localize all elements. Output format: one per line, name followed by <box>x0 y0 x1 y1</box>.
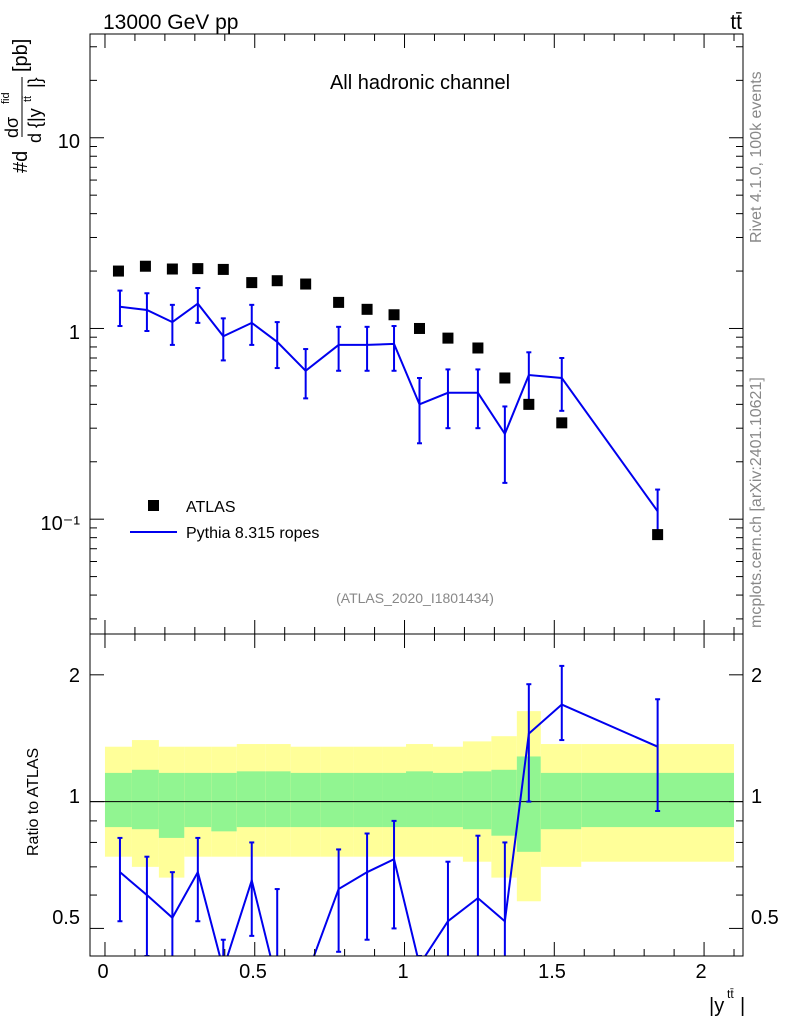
ratio-ytick-label-right-2: 2 <box>751 665 762 687</box>
ratio-ytick-labels-left: 0.5 1 2 <box>52 665 80 929</box>
ratio-uncertainty-bands <box>104 711 735 902</box>
main-ylabel-numerator-sup: fid <box>0 92 12 104</box>
ratio-band-green <box>462 771 492 830</box>
ratio-band-green <box>131 769 159 830</box>
ratio-band-green <box>540 772 582 830</box>
x-axis-label-base: |y <box>709 995 724 1017</box>
analysis-annotation: (ATLAS_2020_I1801434) <box>336 590 494 606</box>
ratio-band-green <box>432 772 463 828</box>
ratio-xtick-labels: 0 0.5 1 1.5 2 <box>97 961 706 983</box>
ratio-band-green <box>406 771 433 828</box>
atlas-point <box>300 278 312 290</box>
atlas-series <box>112 260 664 541</box>
xtick-label-3: 1.5 <box>538 961 566 983</box>
ratio-ytick-label-right-1: 1 <box>751 786 762 808</box>
ratio-ytick-labels-right: 0.5 1 2 <box>751 665 779 929</box>
main-ylabel-denominator-sup: tt̄ <box>22 96 34 102</box>
ratio-band-green <box>265 771 291 828</box>
ratio-ytick-label-1: 1 <box>69 786 80 808</box>
xtick-label-1: 0.5 <box>239 961 267 983</box>
ratio-band-green <box>236 771 266 828</box>
ratio-plot: 0.5 1 2 0.5 1 2 0 0.5 1 1.5 2 Ratio to A… <box>25 633 779 1017</box>
ratio-band-green <box>184 772 212 828</box>
atlas-point <box>388 309 400 321</box>
atlas-point <box>217 263 229 275</box>
x-axis-label: |y tt̄ | <box>709 987 745 1017</box>
legend-pythia-label: Pythia 8.315 ropes <box>186 525 319 542</box>
atlas-point <box>523 398 535 410</box>
atlas-point <box>139 260 151 272</box>
main-ylabel-denominator: d {|y <box>25 108 45 143</box>
ratio-line <box>119 703 659 956</box>
atlas-point <box>652 529 664 541</box>
ratio-series <box>117 664 661 956</box>
atlas-point <box>271 275 283 287</box>
ratio-band-green <box>382 772 407 828</box>
atlas-point <box>442 332 454 344</box>
xtick-label-0: 0 <box>97 961 108 983</box>
atlas-point <box>499 372 511 384</box>
ratio-series-clipped <box>117 664 661 956</box>
atlas-point <box>556 417 568 429</box>
main-ylabel-prefix: #d <box>10 151 32 173</box>
rivet-version-label: Rivet 4.1.0, 100k events <box>748 71 765 243</box>
atlas-point <box>112 265 124 277</box>
ratio-band-green <box>491 769 517 836</box>
main-ytick-label-1: 1 <box>69 322 80 344</box>
legend-atlas-marker <box>148 500 159 511</box>
main-plot-ticks <box>90 34 743 634</box>
main-ytick-label-2: 10 <box>58 131 80 153</box>
legend: ATLAS Pythia 8.315 ropes <box>130 499 319 542</box>
ratio-plot-frame <box>89 633 744 957</box>
atlas-point <box>472 342 484 354</box>
atlas-point <box>361 303 373 315</box>
main-ylabel-denominator-close: |} <box>25 77 45 88</box>
ratio-band-green <box>353 772 383 828</box>
ratio-ytick-label-right-0: 0.5 <box>751 907 779 929</box>
main-ytick-label-0: 10⁻¹ <box>41 513 81 535</box>
ratio-plot-ticks <box>90 634 743 956</box>
legend-atlas-label: ATLAS <box>186 499 236 516</box>
atlas-point <box>166 263 178 275</box>
ratio-ytick-label-0: 0.5 <box>52 907 80 929</box>
ratio-band-green <box>320 772 354 828</box>
main-ylabel-unit: [pb] <box>10 39 32 72</box>
ratio-ylabel: Ratio to ATLAS <box>25 748 42 856</box>
header-energy-label: 13000 GeV pp <box>103 11 238 34</box>
atlas-point <box>246 277 258 289</box>
ratio-band-green <box>211 772 237 832</box>
main-ylabel: #d dσ fid d {|y tt̄ |} [pb] <box>0 39 45 173</box>
atlas-point <box>192 263 204 275</box>
main-plot-frame <box>89 33 744 635</box>
mcplots-label: mcplots.cern.ch [arXiv:2401.10621] <box>748 377 765 628</box>
pythia-line <box>119 302 659 512</box>
ratio-ytick-label-2: 2 <box>69 665 80 687</box>
ratio-band-green <box>290 772 321 828</box>
main-plot: 10⁻¹ 1 10 All hadronic channel (ATLAS_20… <box>0 33 744 635</box>
main-ylabel-numerator: dσ <box>2 117 22 138</box>
atlas-point <box>333 296 345 308</box>
atlas-point <box>413 322 425 334</box>
xtick-label-2: 1 <box>397 961 408 983</box>
header-process-label: tt̄ <box>730 11 742 34</box>
main-plot-title: All hadronic channel <box>330 72 510 94</box>
xtick-label-4: 2 <box>695 961 706 983</box>
main-plot-ytick-labels: 10⁻¹ 1 10 <box>41 131 81 535</box>
x-axis-label-close: | <box>740 995 745 1017</box>
ratio-band-green <box>104 772 132 828</box>
ratio-band-green <box>158 772 185 838</box>
x-axis-label-sup: tt̄ <box>727 987 734 1001</box>
